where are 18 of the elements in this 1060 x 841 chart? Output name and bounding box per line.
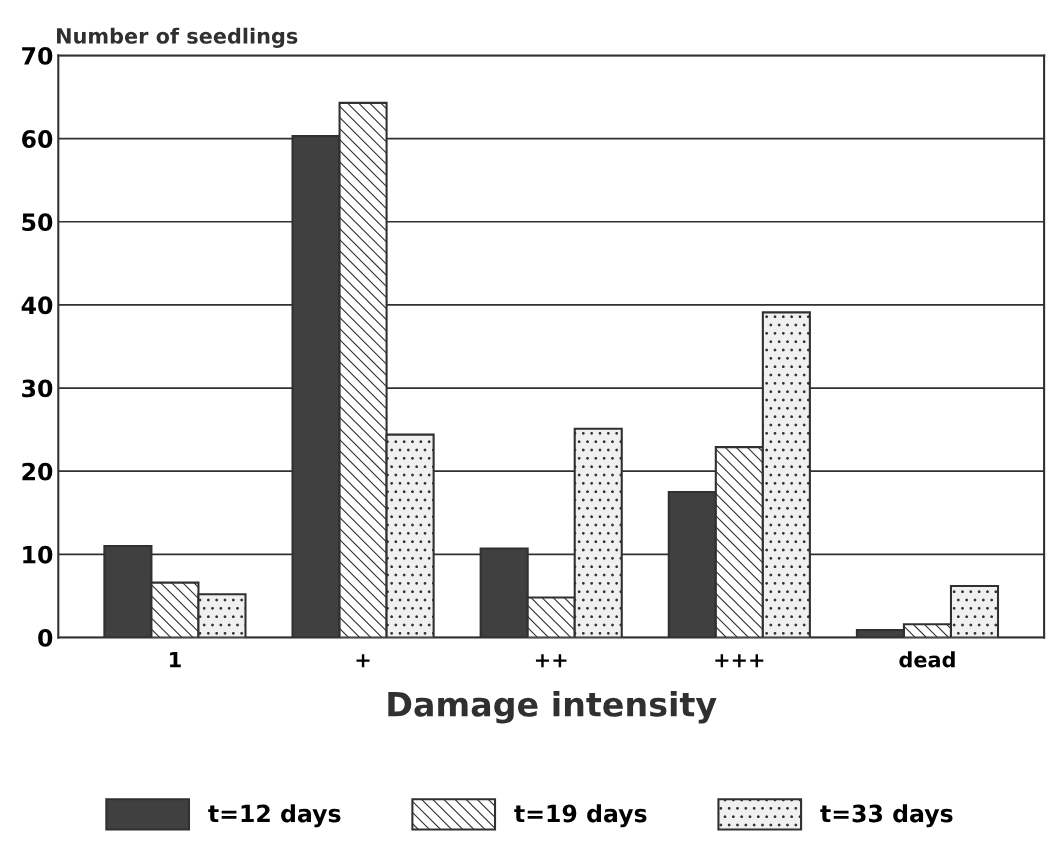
y-tick-label: 30 xyxy=(22,379,53,398)
legend-label: t=12 days xyxy=(208,804,341,828)
x-tick-label: dead xyxy=(899,651,955,668)
x-tick-label: ++ xyxy=(535,654,567,668)
y-axis-title: Number of seedlings xyxy=(57,27,298,49)
y-tick-label: 40 xyxy=(21,296,53,315)
y-tick-label: 0 xyxy=(38,628,53,647)
y-tick-label: 50 xyxy=(22,213,53,232)
legend-label: t=19 days xyxy=(514,804,647,828)
y-tick-label: 60 xyxy=(22,130,53,148)
y-tick-label: 10 xyxy=(23,545,53,564)
legend-label: t=33 days xyxy=(820,804,953,828)
x-axis-title: Damage intensity xyxy=(388,690,717,724)
x-tick-label: + xyxy=(356,654,370,668)
y-tick-label: 20 xyxy=(22,462,53,481)
x-tick-label: +++ xyxy=(715,654,764,668)
y-tick-label: 70 xyxy=(22,46,53,65)
x-tick-label: 1 xyxy=(170,652,181,668)
